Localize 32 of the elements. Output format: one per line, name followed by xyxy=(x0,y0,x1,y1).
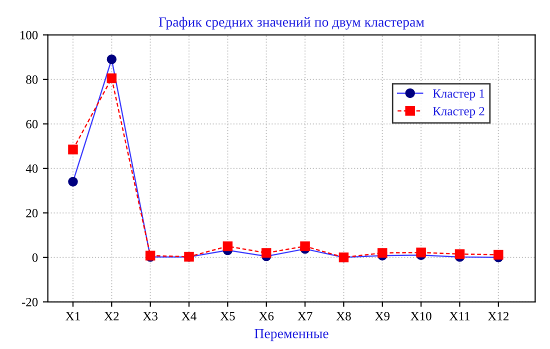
point xyxy=(300,241,310,252)
chart-title: График средних значений по двум кластерам xyxy=(158,16,424,30)
y-tick-label: -20 xyxy=(22,298,38,306)
point xyxy=(106,73,117,84)
legend-label: Кластер 1 xyxy=(432,89,484,100)
x-tick-label: X1 xyxy=(66,312,80,320)
point xyxy=(68,144,78,154)
legend-label: Кластер 2 xyxy=(432,107,484,118)
y-tick-label: 100 xyxy=(20,30,38,40)
x-tick-label: X8 xyxy=(336,312,351,320)
y-tick-label: 20 xyxy=(26,208,38,218)
point xyxy=(378,248,388,258)
x-tick-label: X10 xyxy=(410,312,432,320)
y-tick-label: 0 xyxy=(32,253,38,262)
point xyxy=(416,248,426,258)
y-tick-label: 60 xyxy=(26,120,38,128)
x-tick-label: X9 xyxy=(375,312,390,320)
point xyxy=(262,248,272,258)
x-tick-label: X7 xyxy=(298,312,312,320)
x-tick-label: X6 xyxy=(259,312,274,320)
point xyxy=(494,250,504,260)
x-tick-label: X4 xyxy=(182,312,196,320)
x-tick-label: X2 xyxy=(104,312,119,320)
x-tick-label: X12 xyxy=(488,312,508,320)
y-tick-label: 80 xyxy=(26,75,38,84)
point xyxy=(454,249,465,259)
x-tick-label: X3 xyxy=(142,312,158,320)
x-tick-label: X5 xyxy=(220,312,235,320)
y-tick-label: 40 xyxy=(26,164,38,173)
point xyxy=(222,241,233,252)
x-tick-label: X11 xyxy=(449,312,470,320)
x-axis-title: Переменные xyxy=(254,329,328,342)
